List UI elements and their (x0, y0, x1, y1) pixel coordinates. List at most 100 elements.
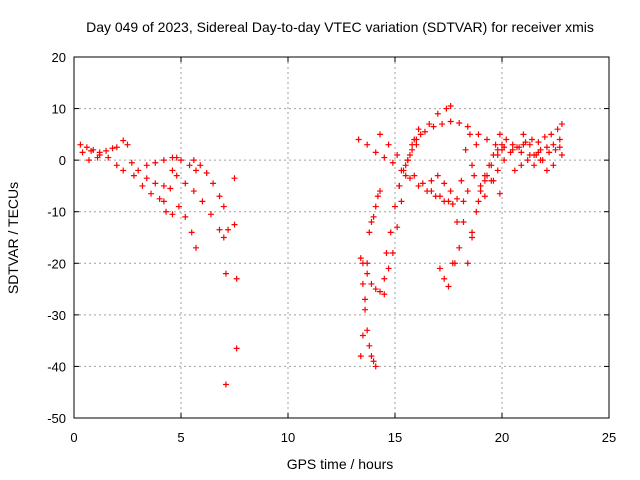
y-tick-label: 20 (52, 50, 66, 65)
series-early-scatter (85, 154, 101, 164)
data-point (550, 162, 557, 169)
data-point (366, 342, 373, 349)
data-point (381, 275, 388, 282)
series-dip-3 (359, 260, 388, 298)
data-point (160, 182, 167, 189)
data-point (507, 149, 514, 156)
data-point (389, 159, 396, 166)
data-point (488, 177, 495, 184)
data-point (190, 157, 197, 164)
data-point (466, 131, 473, 138)
data-point (434, 110, 441, 117)
data-point (488, 162, 495, 169)
data-point (460, 198, 467, 205)
data-point (381, 154, 388, 161)
data-point (469, 162, 476, 169)
data-point (520, 131, 527, 138)
data-point (156, 195, 163, 202)
data-point (509, 141, 516, 148)
y-tick-label: -40 (47, 359, 66, 374)
data-point (182, 213, 189, 220)
data-point (216, 226, 223, 233)
data-point (546, 149, 553, 156)
series-early-arc-2 (79, 147, 127, 174)
series-steep-4 (469, 146, 505, 236)
series-rise-3 (409, 102, 454, 148)
data-point (220, 234, 227, 241)
data-point (428, 188, 435, 195)
x-tick-label: 10 (281, 430, 295, 445)
data-point (475, 131, 482, 138)
series-arc-d (163, 203, 199, 251)
series-arc-g (167, 154, 180, 192)
data-point (357, 255, 364, 262)
data-point (441, 180, 448, 187)
data-point (88, 147, 95, 154)
data-point (374, 193, 381, 200)
data-point (436, 193, 443, 200)
data-point (456, 120, 463, 127)
data-point (385, 141, 392, 148)
data-point (169, 211, 176, 218)
data-point (364, 270, 371, 277)
y-tick-label: -50 (47, 411, 66, 426)
series-right-5 (511, 136, 563, 174)
data-point (413, 141, 420, 148)
data-point (377, 188, 384, 195)
data-point (364, 327, 371, 334)
data-point (178, 157, 184, 164)
data-point (160, 157, 167, 164)
data-point (415, 182, 422, 189)
series-arc-e (173, 172, 227, 241)
data-point (199, 198, 206, 205)
data-point (120, 137, 127, 144)
data-point (426, 121, 433, 128)
data-point (494, 151, 501, 158)
data-point (511, 167, 518, 174)
data-point (394, 151, 401, 158)
data-point (537, 146, 544, 153)
series-mid-arc-1 (355, 136, 456, 207)
y-tick-label: 0 (59, 153, 66, 168)
data-point (409, 146, 416, 153)
data-point (139, 182, 146, 189)
data-point (533, 151, 540, 158)
series-arc-a (128, 159, 167, 189)
grid (74, 57, 609, 418)
data-point (197, 162, 204, 169)
data-point (210, 180, 217, 187)
series-right-2 (471, 172, 503, 197)
data-point (496, 131, 503, 138)
data-point (481, 177, 488, 184)
data-point (458, 177, 465, 184)
series-mid-arc-2 (377, 131, 452, 205)
series-early-arc-1 (77, 141, 120, 156)
data-point (377, 288, 384, 295)
data-point (128, 159, 135, 166)
data-point (381, 291, 388, 298)
data-point (372, 363, 379, 370)
data-point (417, 131, 424, 138)
data-point (477, 182, 484, 189)
data-point (454, 195, 461, 202)
data-point (428, 177, 435, 184)
data-point (163, 208, 170, 215)
data-point (447, 102, 454, 109)
x-axis-title: GPS time / hours (287, 456, 394, 472)
data-point (554, 126, 561, 133)
data-point (169, 167, 176, 174)
data-point (222, 381, 229, 388)
data-point (124, 141, 131, 148)
data-point (484, 172, 491, 179)
data-point (501, 157, 508, 164)
y-axis-ticks: -50 -40 -30 -20 -10 0 10 20 (47, 50, 609, 426)
x-tick-label: 20 (495, 430, 509, 445)
data-point (357, 353, 364, 360)
data-point (402, 172, 409, 179)
data-point (372, 286, 379, 293)
data-point (203, 170, 210, 177)
data-point (460, 219, 467, 226)
data-point (462, 146, 469, 153)
data-point (558, 151, 565, 158)
data-point (225, 226, 232, 233)
